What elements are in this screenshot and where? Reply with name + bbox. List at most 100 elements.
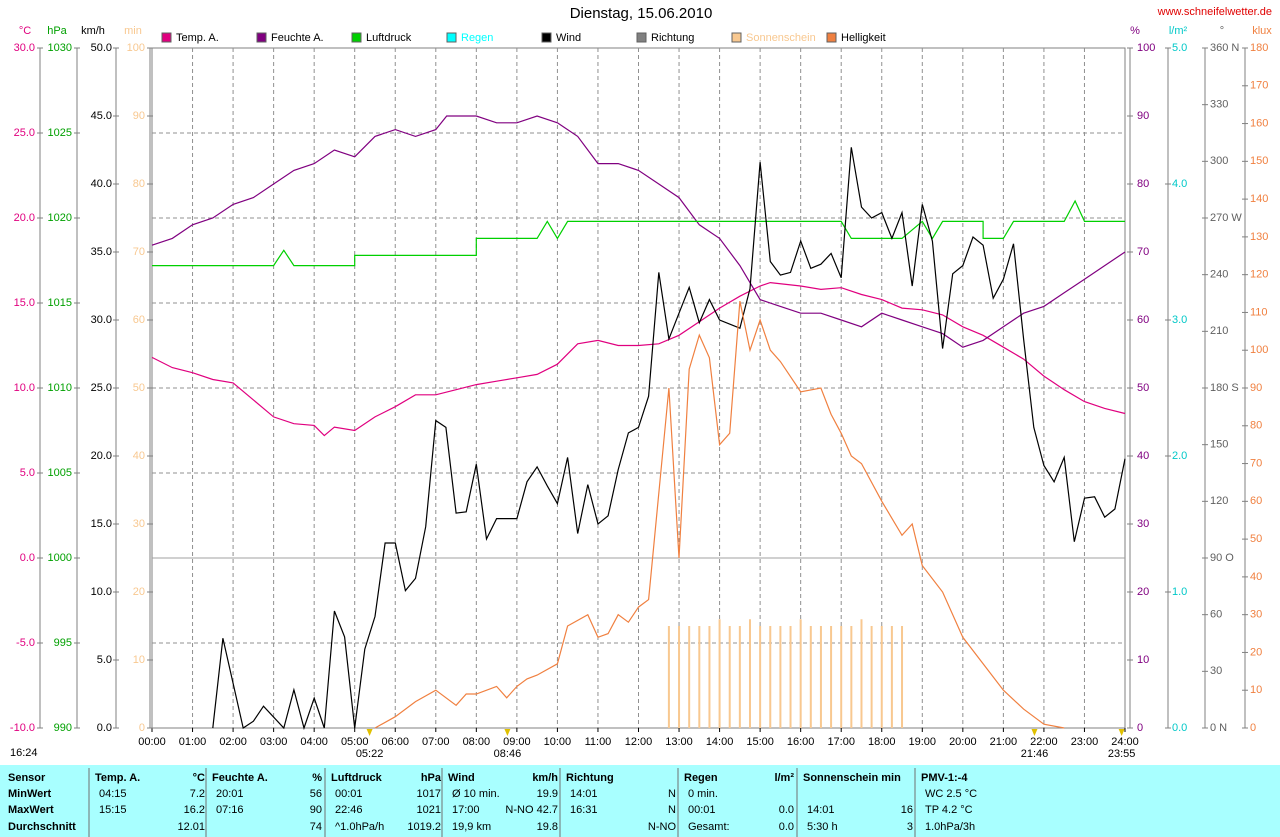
y-tick-label: 5.0: [97, 654, 112, 666]
y-tick-label: 100: [127, 42, 145, 54]
y-tick-label: 995: [54, 637, 72, 649]
y-tick-label: 10.0: [14, 382, 35, 394]
y-tick-label: 20: [1137, 586, 1149, 598]
series-line: [152, 199, 1125, 267]
axis-unit: °: [1220, 25, 1224, 37]
table-header: Richtung: [566, 772, 614, 784]
table-cell: 1017: [417, 788, 441, 800]
y-tick-label: 0.0: [20, 552, 35, 564]
table-cell: N-NO 42.7: [505, 804, 558, 816]
y-tick-label: 70: [1137, 246, 1149, 258]
table-cell: 00:01: [688, 804, 716, 816]
legend-swatch: [826, 32, 837, 43]
y-tick-label: 15.0: [14, 297, 35, 309]
y-tick-label: 1030: [48, 42, 72, 54]
left-note: 16:24: [10, 747, 38, 759]
annotation-label: 21:46: [1021, 748, 1049, 760]
axis-unit: l/m²: [1169, 25, 1188, 37]
table-cell: 90: [310, 804, 322, 816]
table-cell: 15:15: [99, 804, 127, 816]
y-tick-label: 40: [1137, 450, 1149, 462]
y-tick-label: 170: [1250, 80, 1268, 92]
legend-label: Temp. A.: [176, 32, 219, 44]
table-background: [0, 765, 1280, 837]
y-tick-label: 160: [1250, 117, 1268, 129]
y-tick-label: 1025: [48, 127, 72, 139]
x-tick-label: 14:00: [706, 736, 734, 748]
legend-swatch: [636, 32, 647, 43]
annotation-marker: [1118, 729, 1125, 736]
table-cell: 1019.2: [407, 821, 441, 833]
y-tick-label: 1015: [48, 297, 72, 309]
series-line: [151, 281, 1126, 437]
y-tick-label: 30.0: [14, 42, 35, 54]
y-tick-label: 50: [1250, 533, 1262, 545]
table-cell: ^1.0hPa/h: [335, 821, 384, 833]
y-tick-label: 20.0: [91, 450, 112, 462]
y-tick-label: 180 S: [1210, 382, 1239, 394]
table-cell: 5:30 h: [807, 821, 838, 833]
series-line: [374, 300, 1065, 729]
table-cell: 22:46: [335, 804, 363, 816]
table-cell: 3: [907, 821, 913, 833]
y-tick-label: 120: [1250, 269, 1268, 281]
row-label: MaxWert: [8, 804, 54, 816]
x-tick-label: 17:00: [827, 736, 855, 748]
y-tick-label: 20: [1250, 646, 1262, 658]
table-cell: 07:16: [216, 804, 244, 816]
x-tick-label: 16:00: [787, 736, 815, 748]
x-tick-label: 02:00: [219, 736, 247, 748]
y-tick-label: 100: [1250, 344, 1268, 356]
y-tick-label: 80: [133, 178, 145, 190]
y-tick-label: 25.0: [91, 382, 112, 394]
y-tick-label: 0: [1250, 722, 1256, 734]
table-cell: WC 2.5 °C: [925, 788, 977, 800]
y-tick-label: 150: [1250, 155, 1268, 167]
x-tick-label: 00:00: [138, 736, 166, 748]
x-tick-label: 03:00: [260, 736, 288, 748]
table-cell: TP 4.2 °C: [925, 804, 973, 816]
x-tick-label: 15:00: [746, 736, 774, 748]
y-tick-label: 30: [1137, 518, 1149, 530]
y-tick-label: 0.0: [1172, 722, 1187, 734]
y-tick-label: 360 N: [1210, 42, 1239, 54]
y-tick-label: 110: [1250, 306, 1268, 318]
table-unit: %: [312, 772, 322, 784]
table-cell: Ø 10 min.: [452, 788, 500, 800]
x-tick-label: 04:00: [300, 736, 328, 748]
legend-swatch: [351, 32, 362, 43]
table-header: Temp. A.: [95, 772, 140, 784]
y-tick-label: 90: [1137, 110, 1149, 122]
y-tick-label: 140: [1250, 193, 1268, 205]
y-tick-label: 30: [1210, 665, 1222, 677]
table-cell: N-NO: [648, 821, 677, 833]
y-tick-label: 40: [1250, 571, 1262, 583]
y-tick-label: 45.0: [91, 110, 112, 122]
table-cell: 1.0hPa/3h: [925, 821, 975, 833]
table-header: PMV-1:-4: [921, 772, 968, 784]
legend-swatch: [161, 32, 172, 43]
x-tick-label: 22:00: [1030, 736, 1058, 748]
y-tick-label: 35.0: [91, 246, 112, 258]
axis-unit: hPa: [47, 25, 67, 37]
y-tick-label: 50.0: [91, 42, 112, 54]
y-tick-label: 2.0: [1172, 450, 1187, 462]
y-tick-label: 0 N: [1210, 722, 1227, 734]
table-cell: 19,9 km: [452, 821, 491, 833]
y-tick-label: 0: [1137, 722, 1143, 734]
x-tick-label: 13:00: [665, 736, 693, 748]
y-tick-label: 4.0: [1172, 178, 1187, 190]
y-tick-label: 90 O: [1210, 552, 1234, 564]
x-tick-label: 21:00: [990, 736, 1018, 748]
table-cell: 19.9: [537, 788, 558, 800]
row-label: Durchschnitt: [8, 821, 76, 833]
series-line: [151, 115, 1126, 348]
table-cell: N: [668, 788, 676, 800]
y-tick-label: 10: [1250, 684, 1262, 696]
y-tick-label: 30: [133, 518, 145, 530]
y-tick-label: 20: [133, 586, 145, 598]
axis-unit: km/h: [81, 25, 105, 37]
y-tick-label: 330: [1210, 99, 1228, 111]
table-header: Luftdruck: [331, 772, 383, 784]
